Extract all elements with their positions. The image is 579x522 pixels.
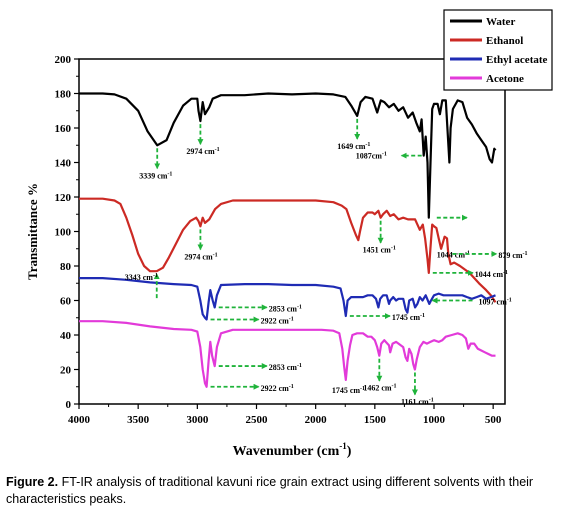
series-line-2 [79, 277, 496, 321]
series-layer [79, 92, 497, 388]
annotation-label-3: 1087cm-1 [356, 152, 387, 161]
annotation-label-1: 2974 cm-1 [186, 147, 219, 156]
annotation-superscript-11: -1 [289, 316, 294, 322]
x-axis-label-superscript: -1 [339, 441, 347, 451]
x-axis-label: Wavenumber (cm-1) [233, 441, 352, 459]
y-tick-label-10: 200 [55, 54, 72, 66]
annotation-label-2: 1649 cm-1 [337, 142, 370, 151]
annotation-superscript-17: -1 [392, 384, 397, 390]
annotation-label-18: 1161 cm-1 [401, 398, 434, 407]
axes-layer: 4000 3500 3000 2500 2000 1500 1000 500 0 20 40 60 80… [25, 54, 502, 459]
y-tick-label-4: 80 [60, 261, 72, 273]
annotation-superscript-16: -1 [360, 386, 365, 392]
y-tick-label-8: 160 [55, 123, 72, 135]
annotation-superscript-10: -1 [297, 304, 302, 310]
annotation-superscript-18: -1 [429, 398, 434, 404]
annotation-label-8: 879 cm-1 [498, 251, 527, 260]
y-tick-label-1: 20 [60, 365, 72, 377]
annotation-superscript-3: -1 [382, 152, 387, 158]
annotation-label-10: 2853 cm-1 [269, 304, 302, 313]
y-tick-label-3: 60 [60, 296, 72, 308]
annotation-label-9: 1044 cm-1 [475, 270, 508, 279]
annotation-label-13: 1097 cm-1 [479, 298, 512, 307]
x-tick-label-7: 500 [485, 414, 502, 426]
annotation-superscript-12: -1 [420, 313, 425, 319]
annotation-superscript-1: -1 [215, 147, 220, 153]
annotation-label-6: 2974 cm-1 [184, 252, 217, 261]
x-tick-label-2: 3000 [186, 414, 209, 426]
x-tick-label-3: 2500 [246, 414, 269, 426]
series-line-0 [79, 92, 497, 219]
y-tick-label-5: 100 [55, 227, 72, 239]
annotation-superscript-15: -1 [289, 384, 294, 390]
y-tick-label-6: 120 [55, 192, 72, 204]
annotation-label-12: 1745 cm-1 [392, 313, 425, 322]
legend-label-2: Ethyl acetate [486, 54, 548, 66]
annotation-label-15: 2922 cm-1 [261, 384, 294, 393]
y-tick-label-0: 0 [66, 399, 72, 411]
caption-label: Figure 2. [6, 475, 59, 489]
y-tick-label-2: 40 [60, 330, 72, 342]
x-tick-label-6: 1000 [423, 414, 446, 426]
annotation-label-7: 1451 cm-1 [363, 246, 396, 255]
annotation-superscript-7: -1 [391, 246, 396, 252]
x-tick-label-4: 2000 [305, 414, 328, 426]
annotation-superscript-6: -1 [213, 252, 218, 258]
y-tick-label-9: 180 [55, 89, 72, 101]
annotation-label-11: 2922 cm-1 [261, 316, 294, 325]
annotation-superscript-2: -1 [365, 142, 370, 148]
figure-caption: Figure 2. FT-IR analysis of traditional … [6, 474, 572, 508]
x-axis-label-close: ) [347, 444, 352, 459]
y-axis-label: Transmittance % [25, 183, 40, 280]
legend-label-3: Acetone [486, 73, 524, 85]
x-tick-label-1: 3500 [127, 414, 150, 426]
annotation-superscript-8: -1 [523, 251, 528, 257]
annotation-superscript-14: -1 [297, 363, 302, 369]
x-tick-label-5: 1500 [364, 414, 387, 426]
legend-label-0: Water [486, 16, 515, 28]
annotation-superscript-13: -1 [507, 298, 512, 304]
annotation-superscript-5: -1 [153, 273, 158, 279]
series-line-3 [79, 320, 496, 388]
annotation-label-5: 3343 cm-1 [125, 273, 158, 282]
annotation-superscript-0: -1 [167, 171, 172, 177]
series-line-1 [79, 197, 497, 303]
annotation-label-0: 3339 cm-1 [139, 171, 172, 180]
annotation-label-16: 1745 cm-1 [332, 386, 365, 395]
annotation-label-4: 1044 cm-1 [437, 251, 470, 260]
y-tick-label-7: 140 [55, 158, 72, 170]
annotation-label-14: 2853 cm-1 [269, 363, 302, 372]
annotation-superscript-9: -1 [503, 270, 508, 276]
x-tick-label-0: 4000 [68, 414, 91, 426]
caption-text: FT-IR analysis of traditional kavuni ric… [6, 475, 534, 506]
legend: Water Ethanol Ethyl acetate Acetone [443, 9, 553, 91]
annotation-label-17: 1462 cm-1 [363, 384, 396, 393]
legend-label-1: Ethanol [486, 35, 523, 47]
